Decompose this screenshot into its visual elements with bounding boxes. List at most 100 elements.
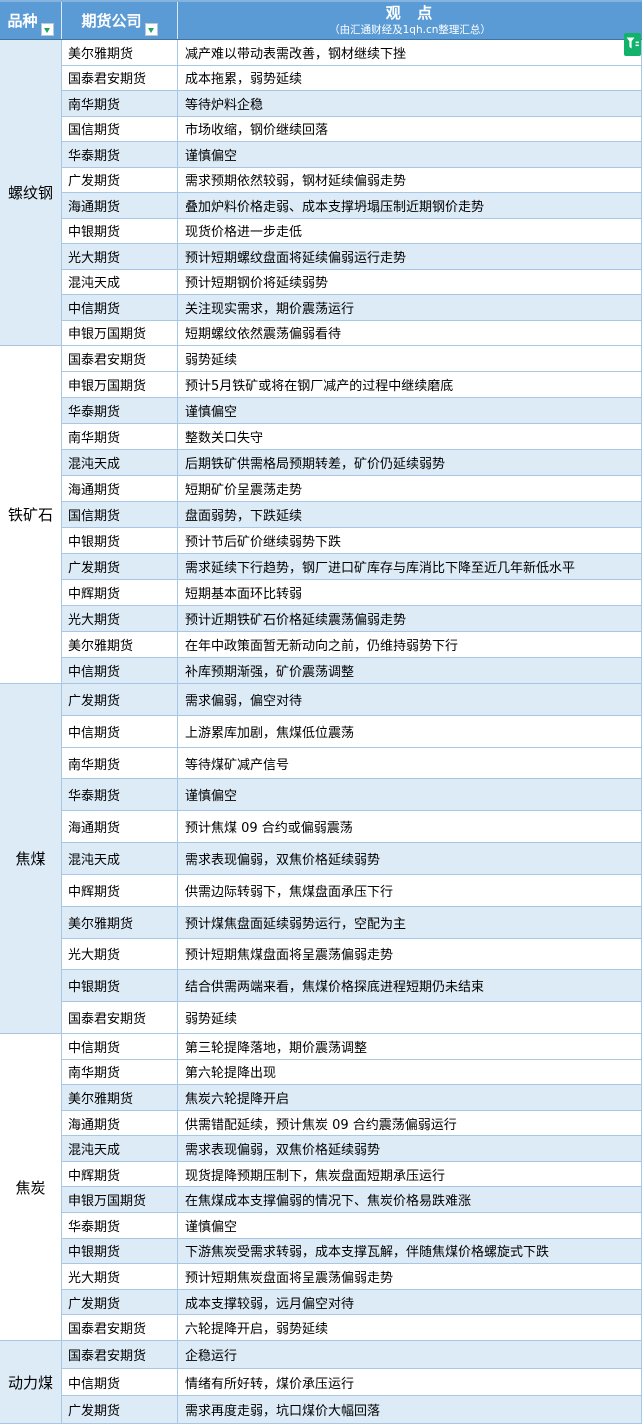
table-row: 中辉期货 短期基本面环比转弱 [62, 580, 642, 606]
company-cell: 国泰君安期货 [62, 1341, 178, 1368]
company-cell: 美尔雅期货 [62, 906, 178, 938]
viewpoint-cell: 等待炉料企稳 [178, 91, 642, 116]
viewpoint-cell: 在焦煤成本支撑偏弱的情况下、焦炭价格易跌难涨 [178, 1187, 642, 1213]
company-cell: 混沌天成 [62, 843, 178, 874]
variety-filter-dropdown-button[interactable] [40, 23, 54, 36]
viewpoint-cell: 预计煤焦盘面延续弱势运行，空配为主 [178, 906, 642, 938]
company-cell: 中信期货 [62, 658, 178, 683]
viewpoint-cell: 预计近期铁矿石价格延续震荡偏弱走势 [178, 606, 642, 631]
commodity-label: 焦煤 [0, 684, 62, 1034]
commodity-section: 焦煤 广发期货 需求偏弱，偏空对待 中信期货 上游累库加剧，焦煤低位震荡 南华期货 等待煤矿… [0, 684, 642, 1034]
company-cell: 中银期货 [62, 528, 178, 553]
viewpoint-cell: 现货提降预期压制下，焦炭盘面短期承压运行 [178, 1161, 642, 1187]
table-row: 广发期货 需求预期依然较弱，钢材延续偏弱走势 [62, 167, 642, 193]
table-row: 华泰期货 谨慎偏空 [62, 779, 642, 812]
company-cell: 海通期货 [62, 1110, 178, 1136]
viewpoint-header-subtitle: （由汇通财经及1qh.cn整理汇总） [329, 23, 491, 36]
company-cell: 南华期货 [62, 747, 178, 779]
table-row: 海通期货 供需错配延续，预计焦炭 09 合约震荡偏弱运行 [62, 1110, 642, 1137]
company-cell: 华泰期货 [62, 779, 178, 811]
table-row: 中信期货 关注现实需求，期价震荡运行 [62, 295, 642, 321]
company-cell: 广发期货 [62, 167, 178, 192]
table-row: 广发期货 需求再度走弱，坑口煤价大幅回落 [62, 1396, 642, 1424]
table-row: 混沌天成 需求表现偏弱，双焦价格延续弱势 [62, 1136, 642, 1162]
company-cell: 海通期货 [62, 811, 178, 843]
viewpoint-cell: 盘面弱势，下跌延续 [178, 502, 642, 527]
table-row: 海通期货 短期矿价呈震荡走势 [62, 476, 642, 502]
table-row: 混沌天成 后期铁矿供需格局预期转差，矿价仍延续弱势 [62, 450, 642, 476]
section-rows: 广发期货 需求偏弱，偏空对待 中信期货 上游累库加剧，焦煤低位震荡 南华期货 等待煤矿减产… [62, 684, 642, 1034]
chevron-down-icon [148, 27, 154, 36]
viewpoint-cell: 预计节后矿价继续弱势下跌 [178, 528, 642, 553]
company-cell: 南华期货 [62, 424, 178, 449]
table-row: 中信期货 上游累库加剧，焦煤低位震荡 [62, 715, 642, 748]
table-row: 国泰君安期货 企稳运行 [62, 1341, 642, 1369]
viewpoint-cell: 需求偏弱，偏空对待 [178, 684, 642, 715]
viewpoint-cell: 结合供需两端来看，焦煤价格探底进程短期仍未结束 [178, 970, 642, 1002]
table-row: 广发期货 需求偏弱，偏空对待 [62, 684, 642, 716]
viewpoint-cell: 关注现实需求，期价震荡运行 [178, 295, 642, 320]
company-cell: 中信期货 [62, 1368, 178, 1396]
viewpoint-cell: 预计5月铁矿或将在钢厂减产的过程中继续磨底 [178, 372, 642, 397]
company-cell: 海通期货 [62, 193, 178, 218]
table-row: 美尔雅期货 减产难以带动表需改善，钢材继续下挫 [62, 40, 642, 66]
company-header-label: 期货公司 [81, 12, 142, 30]
viewpoint-cell: 谨慎偏空 [178, 398, 642, 423]
company-cell: 中辉期货 [62, 580, 178, 605]
table-row: 中信期货 补库预期渐强，矿价震荡调整 [62, 658, 642, 684]
table-row: 华泰期货 谨慎偏空 [62, 142, 642, 168]
company-cell: 光大期货 [62, 1264, 178, 1289]
viewpoint-cell: 第三轮提降落地，期价震荡调整 [178, 1034, 642, 1059]
table-row: 国泰君安期货 弱势延续 [62, 346, 642, 372]
viewpoint-cell: 需求延续下行趋势，钢厂进口矿库存与库消比下降至近几年新低水平 [178, 554, 642, 579]
section-rows: 国泰君安期货 企稳运行 中信期货 情绪有所好转，煤价承压运行 广发期货 需求再度走弱，坑口… [62, 1341, 642, 1424]
viewpoint-cell: 谨慎偏空 [178, 1213, 642, 1238]
table-row: 中辉期货 供需边际转弱下，焦煤盘面承压下行 [62, 874, 642, 907]
viewpoint-cell: 后期铁矿供需格局预期转差，矿价仍延续弱势 [178, 450, 642, 475]
table-row: 国信期货 市场收缩，钢价继续回落 [62, 116, 642, 142]
commodity-label: 螺纹钢 [0, 40, 62, 346]
table-row: 美尔雅期货 预计煤焦盘面延续弱势运行，空配为主 [62, 906, 642, 939]
viewpoint-cell: 预计短期螺纹盘面将延续偏弱运行走势 [178, 244, 642, 269]
viewpoint-cell: 需求预期依然较弱，钢材延续偏弱走势 [178, 167, 642, 192]
table-row: 光大期货 预计短期焦炭盘面将呈震荡偏弱走势 [62, 1264, 642, 1290]
company-cell: 广发期货 [62, 554, 178, 579]
viewpoint-header-label: 观 点 [385, 4, 435, 23]
company-cell: 中辉期货 [62, 874, 178, 906]
commodity-section: 螺纹钢 美尔雅期货 减产难以带动表需改善，钢材继续下挫 国泰君安期货 成本拖累，弱势延续… [0, 40, 642, 346]
col-header-viewpoint: 观 点 （由汇通财经及1qh.cn整理汇总） [178, 2, 642, 39]
table-row: 国信期货 盘面弱势，下跌延续 [62, 502, 642, 528]
table-body: 螺纹钢 美尔雅期货 减产难以带动表需改善，钢材继续下挫 国泰君安期货 成本拖累，弱势延续… [0, 40, 642, 1424]
viewpoint-cell: 叠加炉料价格走弱、成本支撑坍塌压制近期钢价走势 [178, 193, 642, 218]
company-cell: 国泰君安期货 [62, 1315, 178, 1340]
company-cell: 中银期货 [62, 1238, 178, 1264]
viewpoint-cell: 现货价格进一步走低 [178, 218, 642, 243]
viewpoint-cell: 成本拖累，弱势延续 [178, 65, 642, 90]
table-header: 品种 期货公司 观 点 （由汇通财经及1qh.cn整理汇总） [0, 0, 642, 40]
table-row: 南华期货 第六轮提降出现 [62, 1059, 642, 1086]
section-rows: 中信期货 第三轮提降落地，期价震荡调整 南华期货 第六轮提降出现 美尔雅期货 焦炭六轮提降… [62, 1034, 642, 1341]
viewpoint-cell: 焦炭六轮提降开启 [178, 1085, 642, 1110]
section-rows: 国泰君安期货 弱势延续 申银万国期货 预计5月铁矿或将在钢厂减产的过程中继续磨底 华泰期… [62, 346, 642, 684]
company-cell: 光大期货 [62, 606, 178, 631]
viewpoint-cell: 预计短期钢价将延续弱势 [178, 269, 642, 294]
company-cell: 美尔雅期货 [62, 632, 178, 657]
filter-funnel-icon[interactable] [624, 33, 641, 56]
viewpoint-cell: 等待煤矿减产信号 [178, 747, 642, 779]
company-cell: 中信期货 [62, 295, 178, 320]
table-row: 申银万国期货 预计5月铁矿或将在钢厂减产的过程中继续磨底 [62, 372, 642, 398]
company-cell: 光大期货 [62, 938, 178, 970]
commodity-section: 焦炭 中信期货 第三轮提降落地，期价震荡调整 南华期货 第六轮提降出现 美尔雅期货 焦炭六轮… [0, 1034, 642, 1341]
company-cell: 南华期货 [62, 91, 178, 116]
company-cell: 混沌天成 [62, 1136, 178, 1161]
company-cell: 广发期货 [62, 1289, 178, 1315]
company-cell: 国泰君安期货 [62, 346, 178, 371]
table-row: 华泰期货 谨慎偏空 [62, 398, 642, 424]
table-row: 南华期货 等待炉料企稳 [62, 91, 642, 117]
company-cell: 国信期货 [62, 502, 178, 527]
company-filter-dropdown-button[interactable] [144, 23, 158, 36]
table-row: 光大期货 预计短期焦煤盘面将呈震荡偏弱走势 [62, 938, 642, 971]
commodity-label: 动力煤 [0, 1341, 62, 1424]
table-row: 海通期货 预计焦煤 09 合约或偏弱震荡 [62, 811, 642, 844]
commodity-section: 动力煤 国泰君安期货 企稳运行 中信期货 情绪有所好转，煤价承压运行 广发期货 需求再度走弱… [0, 1341, 642, 1424]
